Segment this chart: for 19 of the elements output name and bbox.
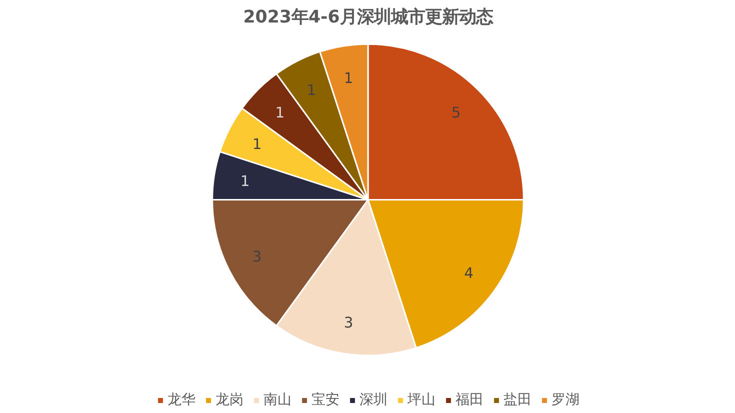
data-label: 1 bbox=[240, 172, 250, 190]
legend-label: 宝安 bbox=[312, 391, 340, 409]
legend-label: 龙华 bbox=[168, 391, 196, 409]
data-label: 1 bbox=[344, 70, 354, 87]
legend-label: 盐田 bbox=[504, 391, 532, 409]
data-label: 1 bbox=[252, 136, 262, 154]
data-label: 1 bbox=[306, 82, 316, 99]
legend-label: 龙岗 bbox=[216, 391, 244, 409]
legend-label: 坪山 bbox=[408, 391, 436, 409]
chart-title: 2023年4-6月深圳城市更新动态 bbox=[243, 8, 493, 28]
data-label: 3 bbox=[252, 248, 262, 266]
data-label: 5 bbox=[451, 104, 461, 122]
legend-label: 深圳 bbox=[360, 391, 388, 409]
legend-label: 福田 bbox=[456, 391, 484, 409]
data-label: 3 bbox=[344, 314, 354, 332]
legend-label: 南山 bbox=[264, 391, 292, 409]
legend-label: 罗湖 bbox=[552, 391, 580, 409]
data-label: 1 bbox=[275, 104, 285, 122]
data-label: 4 bbox=[464, 265, 474, 282]
